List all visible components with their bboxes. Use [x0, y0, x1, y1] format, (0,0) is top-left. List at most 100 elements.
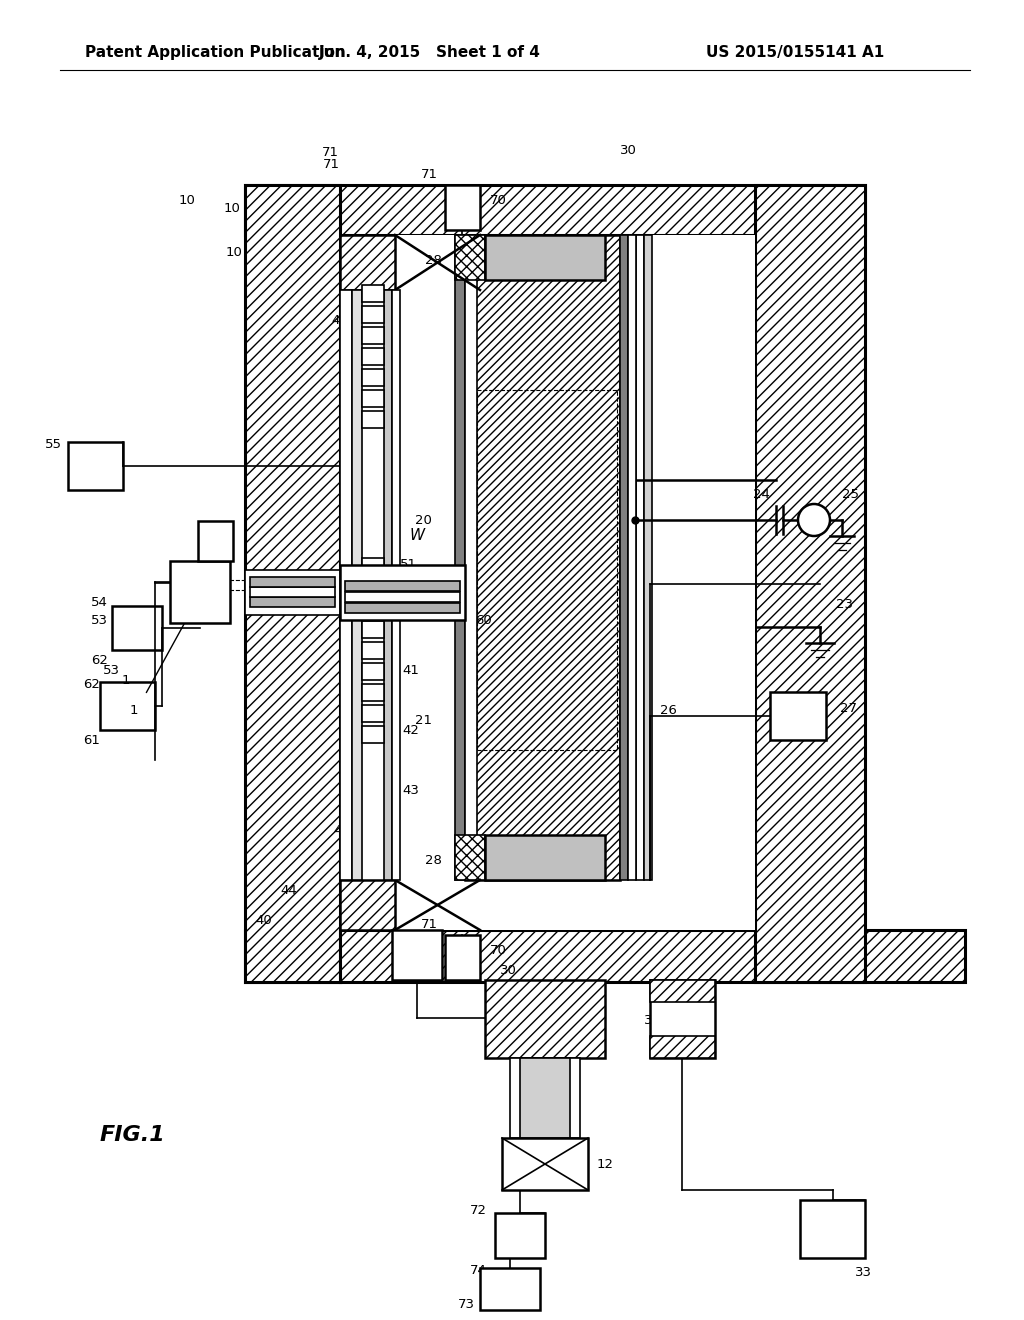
Bar — [485, 979, 605, 1059]
Text: 26: 26 — [660, 704, 677, 717]
Bar — [362, 601, 384, 616]
Bar — [520, 1059, 570, 1138]
Bar — [362, 642, 384, 659]
Bar — [485, 836, 605, 880]
Bar — [340, 565, 465, 620]
Text: 55: 55 — [45, 438, 62, 451]
Text: 10: 10 — [225, 246, 242, 259]
Text: 41: 41 — [402, 664, 419, 676]
Text: 21: 21 — [415, 714, 432, 726]
Bar — [392, 931, 442, 979]
Text: 62: 62 — [83, 678, 100, 692]
Circle shape — [798, 504, 830, 536]
Text: 54: 54 — [91, 595, 108, 609]
Text: 45: 45 — [333, 824, 350, 837]
Bar — [245, 931, 340, 982]
Text: 27: 27 — [840, 701, 857, 714]
Bar — [250, 587, 335, 597]
Bar — [455, 836, 485, 880]
Text: 61: 61 — [83, 734, 100, 747]
Text: 1: 1 — [129, 704, 138, 717]
Text: 71: 71 — [322, 145, 339, 158]
Text: 28: 28 — [425, 253, 442, 267]
Text: 42: 42 — [402, 723, 419, 737]
Text: 24: 24 — [753, 488, 770, 502]
Text: 60: 60 — [475, 614, 492, 627]
Bar — [755, 185, 865, 982]
Bar — [362, 620, 384, 638]
Bar — [245, 185, 340, 982]
Text: 1: 1 — [122, 673, 130, 686]
Bar — [485, 235, 605, 280]
Text: 31: 31 — [472, 843, 489, 857]
Text: 30: 30 — [500, 964, 517, 977]
Bar — [465, 235, 477, 880]
Bar — [340, 880, 395, 931]
Bar — [362, 705, 384, 722]
Text: 71: 71 — [421, 919, 438, 932]
Bar — [340, 290, 352, 880]
Text: ~: ~ — [808, 512, 820, 528]
Bar — [502, 1138, 588, 1191]
Bar — [480, 1269, 540, 1309]
Bar — [510, 1059, 580, 1138]
Bar — [495, 1213, 545, 1258]
Bar — [800, 1200, 865, 1258]
Bar — [362, 411, 384, 428]
Bar — [250, 577, 335, 587]
Bar — [455, 235, 465, 880]
Bar — [362, 285, 384, 302]
Text: 74: 74 — [470, 1263, 487, 1276]
Text: 12: 12 — [597, 1159, 614, 1172]
Text: 51: 51 — [400, 558, 417, 572]
Bar — [170, 561, 230, 623]
Bar — [384, 290, 392, 880]
Text: W: W — [410, 528, 425, 543]
Bar — [362, 327, 384, 345]
Bar — [636, 235, 644, 880]
Bar — [362, 558, 384, 576]
Text: 53: 53 — [91, 614, 108, 627]
Bar — [445, 185, 480, 230]
Text: 44: 44 — [280, 883, 297, 896]
Bar — [352, 290, 362, 880]
Text: 33: 33 — [855, 1266, 872, 1279]
Text: 40: 40 — [255, 913, 271, 927]
Text: FIG.1: FIG.1 — [100, 1125, 166, 1144]
Text: US 2015/0155141 A1: US 2015/0155141 A1 — [706, 45, 884, 59]
Bar — [345, 581, 460, 591]
Bar — [340, 931, 965, 982]
Text: 11: 11 — [371, 899, 388, 912]
Text: 22: 22 — [415, 594, 432, 606]
Bar — [392, 290, 400, 880]
Text: 30: 30 — [620, 144, 637, 157]
Text: 31: 31 — [472, 238, 489, 251]
Bar — [620, 235, 628, 880]
Text: 52: 52 — [341, 444, 358, 457]
Bar — [362, 726, 384, 743]
Bar — [340, 235, 755, 931]
Bar — [362, 370, 384, 385]
Bar — [445, 935, 480, 979]
Bar — [770, 692, 826, 741]
Text: 71: 71 — [421, 169, 438, 181]
Bar — [362, 579, 384, 597]
Text: 62: 62 — [91, 653, 108, 667]
Text: 53: 53 — [103, 664, 120, 676]
Bar — [650, 979, 715, 1002]
Bar — [465, 235, 620, 880]
Text: Patent Application Publication: Patent Application Publication — [85, 45, 346, 59]
Bar — [362, 389, 384, 407]
Bar — [245, 570, 340, 615]
Text: 70: 70 — [490, 194, 507, 206]
Text: 23: 23 — [836, 598, 853, 611]
Text: 73: 73 — [458, 1299, 475, 1312]
Bar — [245, 185, 865, 235]
Bar — [198, 521, 233, 561]
Bar — [650, 1036, 715, 1059]
Text: Jun. 4, 2015   Sheet 1 of 4: Jun. 4, 2015 Sheet 1 of 4 — [319, 45, 541, 59]
Bar — [362, 684, 384, 701]
Bar — [250, 597, 335, 607]
Bar — [112, 606, 162, 649]
Text: 70: 70 — [490, 944, 507, 957]
